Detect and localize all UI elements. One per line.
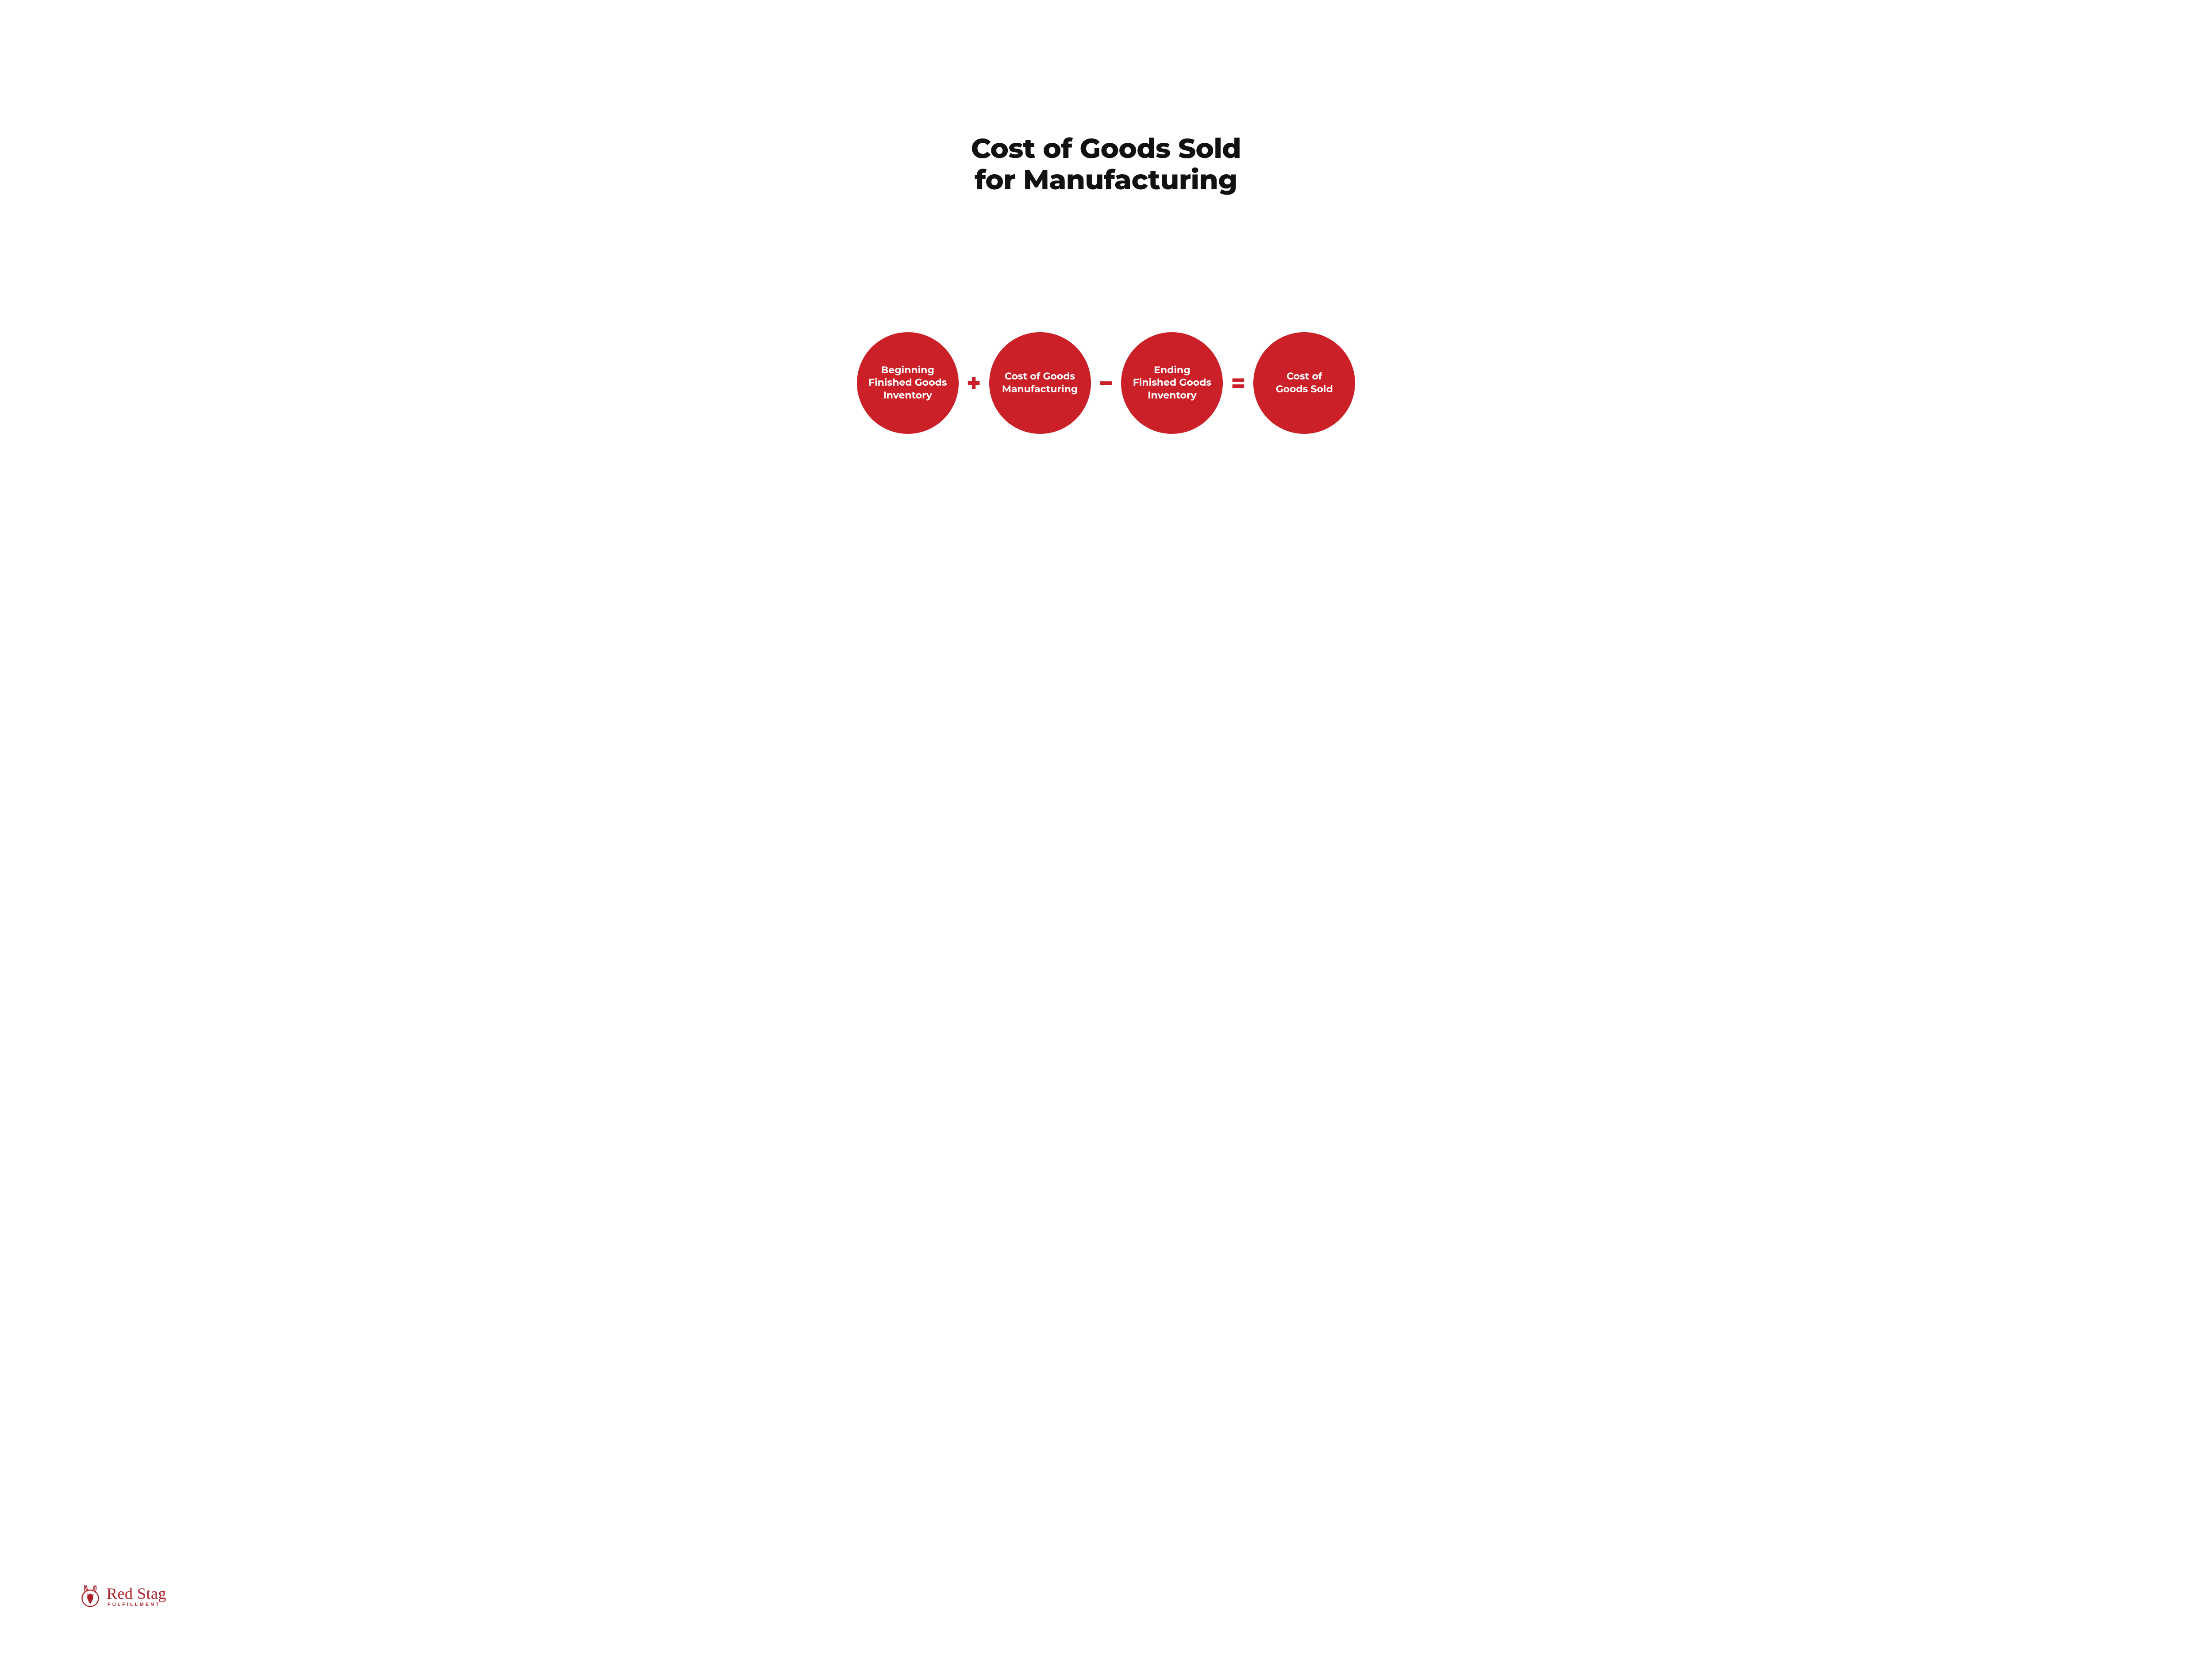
stag-icon — [77, 1583, 103, 1609]
operator-equals: = — [1223, 368, 1253, 398]
formula-node-2: Cost of Goods Manufacturing — [989, 332, 1091, 434]
formula-node-4: Cost of Goods Sold — [1253, 332, 1355, 434]
operator-minus: − — [1091, 368, 1121, 398]
formula-node-1-label: Beginning Finished Goods Inventory — [868, 364, 947, 402]
formula-node-4-label: Cost of Goods Sold — [1276, 370, 1333, 395]
logo-brand-sub: FULFILLMENT — [108, 1602, 166, 1607]
logo-brand-name: Red Stag — [107, 1586, 166, 1602]
formula-row: Beginning Finished Goods Inventory + Cos… — [133, 332, 2079, 434]
logo: Red Stag FULFILLMENT — [77, 1583, 166, 1609]
title-line-1: Cost of Goods Sold — [133, 133, 2079, 164]
formula-node-3: Ending Finished Goods Inventory — [1121, 332, 1223, 434]
operator-plus: + — [959, 368, 989, 398]
formula-node-3-label: Ending Finished Goods Inventory — [1133, 364, 1212, 402]
title-section: Cost of Goods Sold for Manufacturing — [133, 133, 2079, 196]
logo-text: Red Stag FULFILLMENT — [107, 1586, 166, 1607]
formula-node-2-label: Cost of Goods Manufacturing — [1002, 370, 1078, 395]
formula-node-1: Beginning Finished Goods Inventory — [857, 332, 959, 434]
title-line-2: for Manufacturing — [133, 164, 2079, 195]
